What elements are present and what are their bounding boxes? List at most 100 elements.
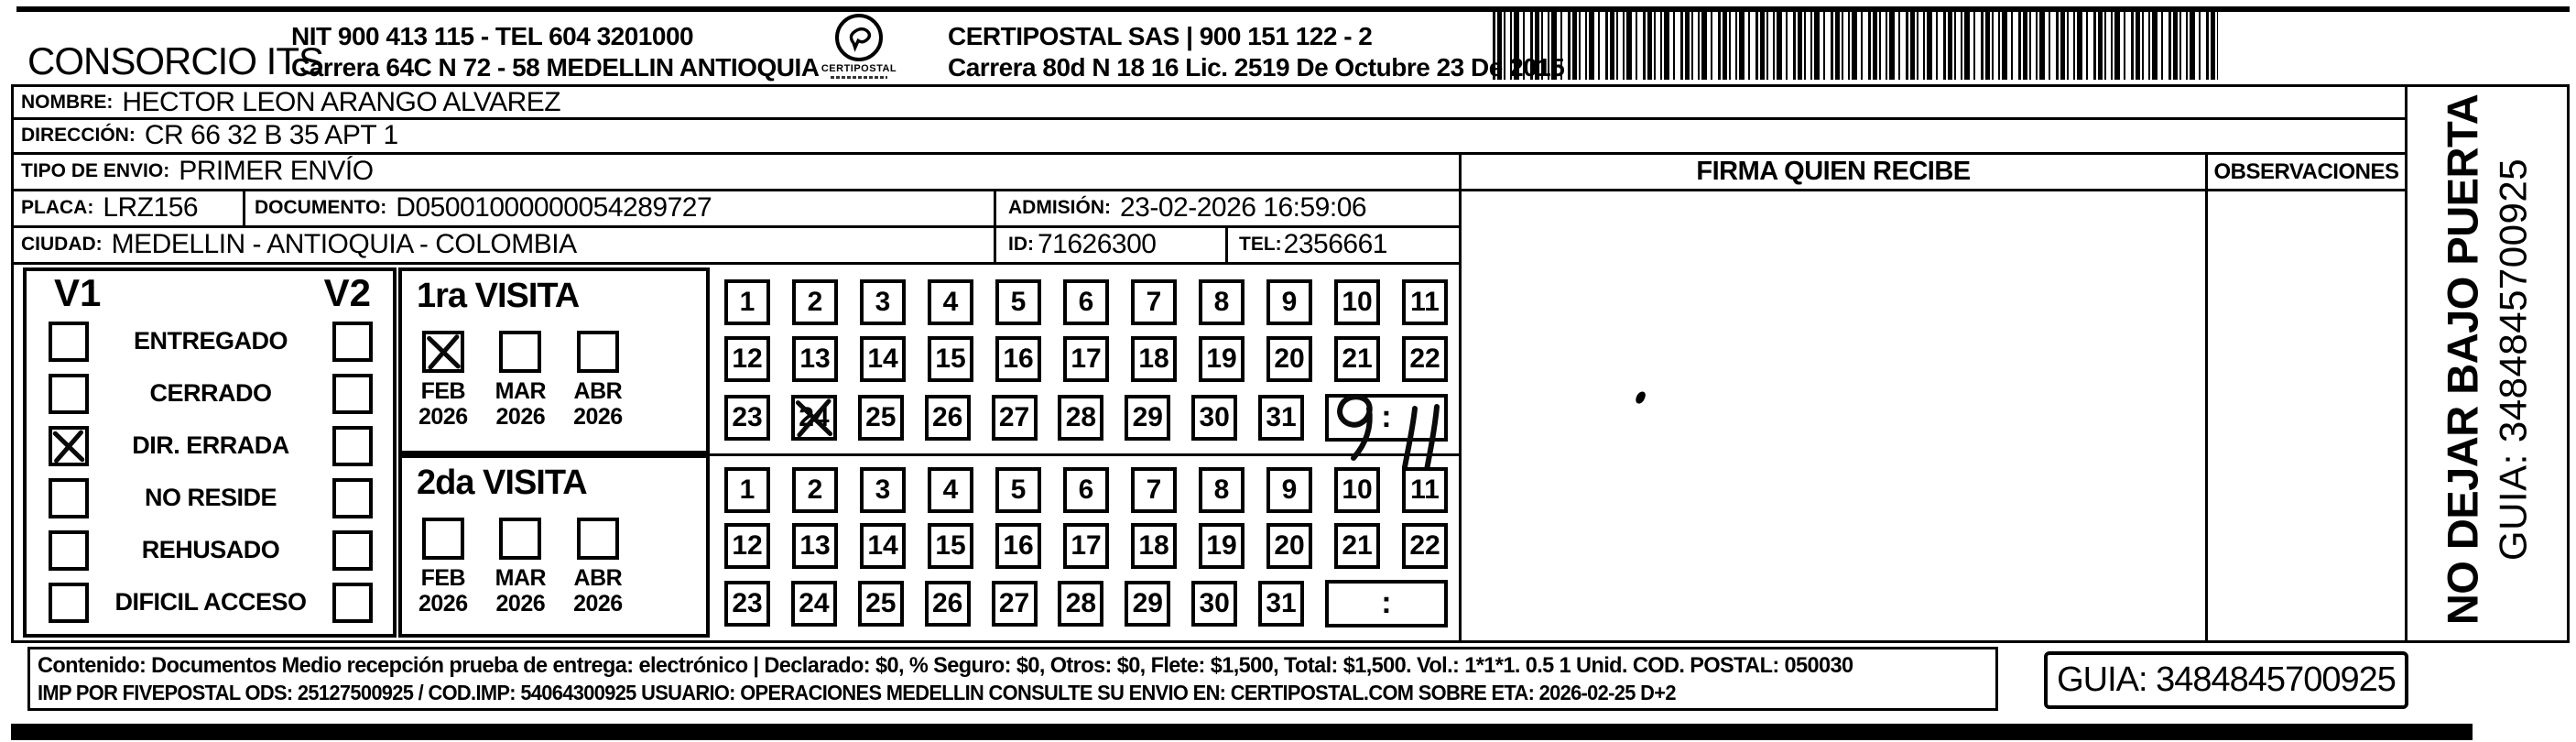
day-cell-first-18[interactable]: 18 [1131, 336, 1177, 382]
day-cell-second-7[interactable]: 7 [1131, 466, 1177, 513]
day-cell-first-30[interactable]: 30 [1191, 394, 1238, 441]
day-cell-second-17[interactable]: 17 [1063, 523, 1109, 569]
day-cell-second-6[interactable]: 6 [1063, 466, 1109, 513]
day-cell-second-20[interactable]: 20 [1266, 523, 1312, 569]
checkbox-v1-dir-errada[interactable] [49, 425, 89, 466]
checkbox-v2-dificil-acceso[interactable] [332, 582, 373, 623]
first-visit-time-box[interactable]: : [1324, 393, 1448, 477]
day-cell-first-12[interactable]: 12 [724, 336, 770, 382]
divider [1459, 152, 1462, 640]
day-cell-first-20[interactable]: 20 [1266, 336, 1312, 382]
day-cell-first-5[interactable]: 5 [995, 278, 1041, 325]
day-cell-first-23[interactable]: 23 [724, 394, 770, 441]
day-cell-first-10[interactable]: 10 [1334, 278, 1380, 325]
day-cell-first-27[interactable]: 27 [991, 394, 1038, 441]
ciudad-value: MEDELLIN - ANTIOQUIA - COLOMBIA [111, 229, 577, 259]
visit-status-panel: V1 V2 ENTREGADO CERRADO DIR. ERRADA NO RESI… [23, 267, 397, 638]
day-cell-second-29[interactable]: 29 [1125, 580, 1171, 627]
day-cell-first-13[interactable]: 13 [792, 336, 838, 382]
divider [14, 117, 2407, 120]
day-cell-first-6[interactable]: 6 [1063, 278, 1109, 325]
checkbox-first-abr-2026[interactable] [576, 331, 619, 373]
firma-header: FIRMA QUIEN RECIBE [1696, 157, 1971, 186]
day-cell-first-2[interactable]: 2 [792, 278, 838, 325]
checkbox-v1-entregado[interactable] [49, 321, 89, 362]
checkbox-first-mar-2026[interactable] [499, 331, 542, 373]
direccion-label: DIRECCIÓN: [21, 124, 136, 146]
firma-area[interactable] [1462, 191, 2205, 638]
day-cell-first-31[interactable]: 31 [1258, 394, 1304, 441]
checkbox-v2-rehusado[interactable] [332, 529, 373, 571]
visit-status-header: V1 V2 [27, 271, 393, 315]
second-visit-day-row-3: 23 24 25 26 27 28 29 30 31: [724, 579, 1448, 627]
day-cell-first-25[interactable]: 25 [857, 394, 904, 441]
company-info-block: NIT 900 413 115 - TEL 604 3201000 Carrer… [291, 21, 820, 83]
day-cell-first-26[interactable]: 26 [924, 394, 971, 441]
day-cell-first-16[interactable]: 16 [995, 336, 1041, 382]
day-cell-second-13[interactable]: 13 [792, 523, 838, 569]
checkbox-second-feb-2026[interactable] [421, 518, 464, 560]
logo-tagline-rule [831, 76, 887, 79]
day-cell-second-28[interactable]: 28 [1058, 580, 1104, 627]
checkbox-first-feb-2026[interactable] [421, 331, 464, 373]
day-cell-second-4[interactable]: 4 [928, 466, 973, 513]
day-cell-second-22[interactable]: 22 [1402, 523, 1448, 569]
day-cell-first-1[interactable]: 1 [724, 278, 770, 325]
day-cell-first-7[interactable]: 7 [1131, 278, 1177, 325]
month-label-mar: MAR 2026 [495, 565, 547, 617]
observaciones-header: OBSERVACIONES [2213, 158, 2400, 184]
day-cell-second-26[interactable]: 26 [924, 580, 971, 627]
day-cell-first-11[interactable]: 11 [1402, 278, 1448, 325]
day-cell-second-16[interactable]: 16 [995, 523, 1041, 569]
day-cell-second-18[interactable]: 18 [1131, 523, 1177, 569]
day-cell-first-17[interactable]: 17 [1063, 336, 1109, 382]
day-cell-first-4[interactable]: 4 [928, 278, 973, 325]
day-cell-second-5[interactable]: 5 [995, 466, 1041, 513]
day-cell-second-27[interactable]: 27 [991, 580, 1038, 627]
status-row-dificil-acceso: DIFICIL ACCESO [27, 576, 393, 628]
observaciones-area[interactable] [2208, 191, 2405, 638]
day-cell-second-3[interactable]: 3 [860, 466, 906, 513]
second-visit-time-box[interactable]: : [1324, 579, 1448, 627]
day-cell-second-14[interactable]: 14 [860, 523, 906, 569]
day-cell-second-9[interactable]: 9 [1266, 466, 1312, 513]
checkbox-second-abr-2026[interactable] [576, 518, 619, 560]
checkbox-v1-no-reside[interactable] [49, 477, 89, 518]
day-cell-second-30[interactable]: 30 [1191, 580, 1238, 627]
side-strip: NO DEJAR BAJO PUERTA GUIA: 3484845700925 [2407, 85, 2567, 635]
day-cell-first-15[interactable]: 15 [928, 336, 973, 382]
day-cell-second-1[interactable]: 1 [724, 466, 770, 513]
day-cell-first-22[interactable]: 22 [1402, 336, 1448, 382]
day-cell-first-8[interactable]: 8 [1199, 278, 1245, 325]
day-cell-second-21[interactable]: 21 [1334, 523, 1380, 569]
checkbox-v1-cerrado[interactable] [49, 373, 89, 414]
day-cell-first-29[interactable]: 29 [1125, 394, 1171, 441]
day-cell-second-25[interactable]: 25 [857, 580, 904, 627]
checkbox-v1-dificil-acceso[interactable] [49, 582, 89, 623]
day-cell-first-14[interactable]: 14 [860, 336, 906, 382]
checkbox-v2-entregado[interactable] [332, 321, 373, 362]
checkbox-second-mar-2026[interactable] [499, 518, 542, 560]
day-cell-second-11[interactable]: 11 [1402, 466, 1448, 513]
status-label-cerrado: CERRADO [149, 379, 272, 407]
day-cell-second-15[interactable]: 15 [928, 523, 973, 569]
day-cell-second-10[interactable]: 10 [1334, 466, 1380, 513]
day-cell-second-12[interactable]: 12 [724, 523, 770, 569]
day-cell-first-24[interactable]: 24 [790, 394, 837, 441]
checkbox-v1-rehusado[interactable] [49, 529, 89, 571]
day-cell-first-21[interactable]: 21 [1334, 336, 1380, 382]
checkbox-v2-cerrado[interactable] [332, 373, 373, 414]
day-cell-second-8[interactable]: 8 [1199, 466, 1245, 513]
day-cell-second-31[interactable]: 31 [1258, 580, 1304, 627]
day-cell-first-19[interactable]: 19 [1199, 336, 1245, 382]
checkbox-v2-dir-errada[interactable] [332, 425, 373, 466]
day-cell-first-3[interactable]: 3 [860, 278, 906, 325]
day-cell-first-9[interactable]: 9 [1266, 278, 1312, 325]
day-cell-first-28[interactable]: 28 [1058, 394, 1104, 441]
day-cell-second-2[interactable]: 2 [792, 466, 838, 513]
day-cell-second-19[interactable]: 19 [1199, 523, 1245, 569]
id-label: ID: [1008, 234, 1034, 255]
day-cell-second-23[interactable]: 23 [724, 580, 770, 627]
day-cell-second-24[interactable]: 24 [790, 580, 837, 627]
checkbox-v2-no-reside[interactable] [332, 477, 373, 518]
